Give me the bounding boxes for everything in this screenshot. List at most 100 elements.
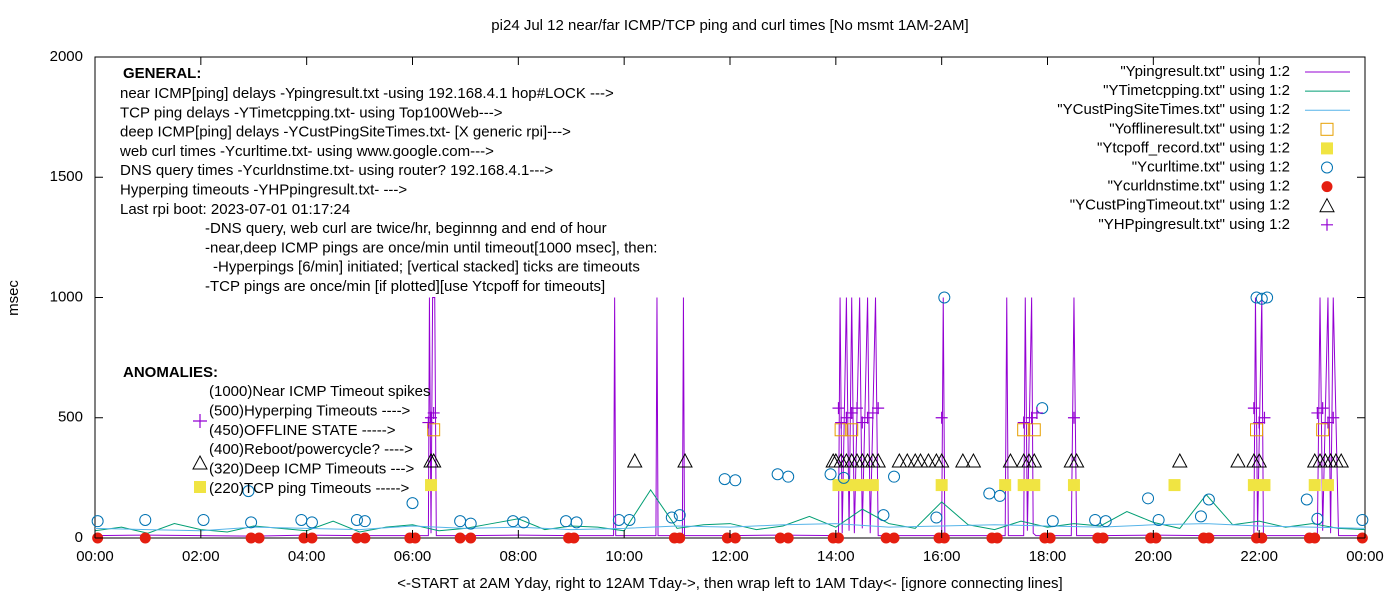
legend-label: "YCustPingSiteTimes.txt" using 1:2 (1057, 101, 1290, 118)
point (306, 532, 318, 544)
point (851, 402, 863, 415)
annotation: (1000)Near ICMP Timeout spikes (209, 383, 430, 400)
point (899, 452, 916, 468)
annotation: (400)Reboot/powercycle? ----> (209, 441, 413, 458)
point (465, 532, 477, 544)
legend-swatch (1321, 161, 1333, 174)
point (1250, 423, 1264, 437)
annotation: DNS query times -Ycurldnstime.txt- using… (120, 162, 553, 179)
y-axis-label: msec (5, 280, 22, 316)
legend-label: "Yofflineresult.txt" using 1:2 (1109, 120, 1290, 137)
x-tick-label: 08:00 (500, 548, 538, 565)
point (999, 479, 1012, 492)
point (930, 511, 943, 524)
point (91, 515, 104, 528)
point (1311, 512, 1324, 525)
point (888, 470, 901, 483)
point (626, 452, 643, 468)
point (422, 416, 435, 429)
point (824, 468, 837, 481)
point (832, 402, 845, 415)
point (245, 532, 257, 544)
y-tick-label: 1000 (50, 288, 83, 305)
point (1068, 452, 1085, 468)
annotation: Hyperping timeouts -YHPpingresult.txt- -… (120, 181, 407, 198)
point (938, 291, 951, 304)
point (1027, 423, 1041, 437)
point (1253, 416, 1266, 429)
y-tick-label: 500 (58, 409, 83, 426)
point (729, 474, 742, 487)
x-tick-label: 04:00 (288, 548, 326, 565)
annotation: Last rpi boot: 2023-07-01 01:17:24 (120, 201, 350, 218)
legend-label: "Ycurldnstime.txt" using 1:2 (1108, 178, 1290, 195)
point (1097, 532, 1109, 544)
point (139, 513, 152, 526)
point (872, 402, 885, 415)
point (920, 452, 937, 468)
point (870, 452, 887, 468)
annotation: (450)OFFLINE STATE -----> (209, 422, 396, 439)
point (1356, 513, 1369, 526)
x-tick-label: 14:00 (817, 548, 855, 565)
point (782, 470, 795, 483)
annotation: near ICMP[ping] delays -Ypingresult.txt … (120, 85, 614, 102)
x-tick-label: 22:00 (1240, 548, 1278, 565)
annotation: (500)Hyperping Timeouts ----> (209, 402, 411, 419)
point (1247, 402, 1260, 415)
point (1168, 479, 1181, 492)
point (1255, 292, 1268, 305)
annotation: -Hyperpings [6/min] initiated; [vertical… (213, 259, 640, 276)
y-tick-label: 2000 (50, 48, 83, 65)
point (1321, 416, 1334, 429)
point (845, 423, 859, 437)
point (856, 416, 869, 429)
point (1308, 479, 1321, 492)
x-tick-label: 02:00 (182, 548, 220, 565)
point (1316, 402, 1329, 415)
point (991, 532, 1003, 544)
point (1017, 479, 1030, 492)
point (253, 532, 265, 544)
point (782, 532, 794, 544)
point (835, 416, 848, 429)
point (665, 511, 678, 524)
point (1067, 479, 1080, 492)
point (351, 532, 363, 544)
point (139, 532, 151, 544)
legend-swatch (1321, 181, 1333, 193)
point (1002, 452, 1019, 468)
point (242, 485, 255, 498)
point (837, 471, 850, 484)
series-line (94, 523, 1366, 532)
point (1099, 515, 1112, 528)
point (877, 509, 890, 522)
y-tick-label: 1500 (50, 168, 83, 185)
annotation: -TCP pings are once/min [if plotted][use… (205, 278, 605, 295)
x-tick-label: 10:00 (605, 548, 643, 565)
point (965, 452, 982, 468)
y-tick-label: 0 (75, 529, 83, 546)
legend-label: "Ycurltime.txt" using 1:2 (1132, 158, 1290, 175)
annotation: web curl times -Ycurltime.txt- using www… (119, 143, 494, 160)
point (245, 516, 258, 529)
x-tick-label: 20:00 (1135, 548, 1173, 565)
point (570, 516, 583, 529)
point (409, 532, 421, 544)
point (880, 532, 892, 544)
point (425, 452, 442, 468)
point (427, 406, 440, 419)
point (425, 479, 438, 492)
point (1026, 452, 1043, 468)
plus-symbol (193, 414, 207, 428)
point (1256, 532, 1268, 544)
x-tick-label: 16:00 (923, 548, 961, 565)
point (1142, 492, 1155, 505)
x-tick-label: 18:00 (1029, 548, 1067, 565)
point (674, 532, 686, 544)
point (454, 532, 466, 544)
legend-label: "Ytcpoff_record.txt" using 1:2 (1097, 139, 1290, 156)
point (1230, 452, 1246, 468)
point (729, 532, 741, 544)
